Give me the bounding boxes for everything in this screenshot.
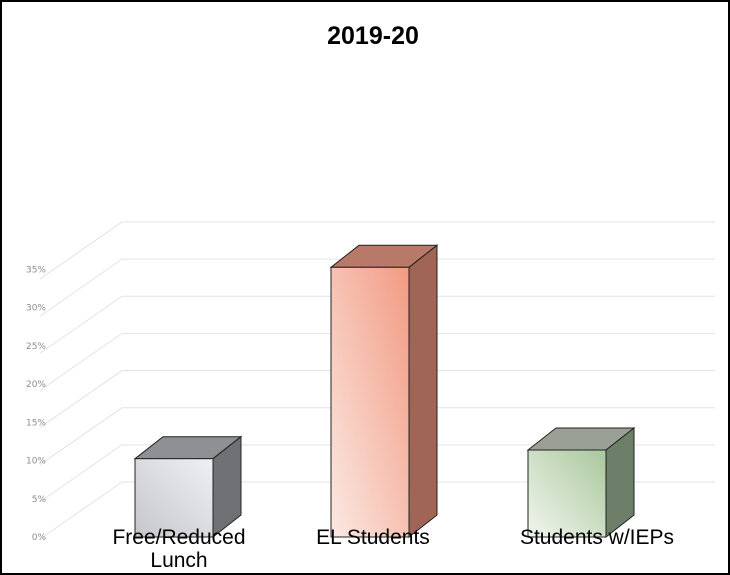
- gridline-diagonal: [39, 332, 123, 391]
- bars: [133, 244, 636, 539]
- y-tick-label: 25%: [26, 342, 46, 352]
- gridline-diagonal: [39, 407, 123, 466]
- x-label-students-w-ieps: Students w/IEPs: [520, 526, 674, 549]
- x-axis-labels: Free/Reduced Lunch EL Students Students w/I…: [112, 526, 674, 572]
- bar-front-free-reduced-lunch: [134, 458, 214, 538]
- gridline-diagonal: [39, 444, 123, 503]
- gridline-diagonal: [39, 481, 123, 540]
- bar-students-w-ieps: [526, 426, 636, 539]
- y-tick-label: 0%: [32, 533, 47, 543]
- y-tick-label: 5%: [32, 495, 47, 505]
- bar-side-el-students: [408, 244, 438, 539]
- y-axis-ticks: 0% 5% 10% 15% 20% 25% 30% 35%: [26, 265, 46, 543]
- y-tick-label: 10%: [26, 457, 46, 467]
- gridline-diagonal: [39, 258, 123, 317]
- x-label-el-students: EL Students: [316, 526, 430, 549]
- x-label-free-reduced-lunch: Free/Reduced Lunch: [112, 526, 245, 572]
- y-tick-label: 20%: [26, 380, 46, 390]
- bar-el-students: [329, 244, 439, 539]
- gridline-diagonal: [39, 370, 123, 428]
- gridline-diagonal: [39, 295, 123, 354]
- y-tick-label: 15%: [26, 418, 46, 428]
- bar-front-students-w-ieps: [527, 449, 607, 538]
- bar-free-reduced-lunch: [133, 435, 243, 539]
- y-tick-label: 30%: [26, 304, 46, 314]
- y-tick-label: 35%: [26, 265, 46, 275]
- chart-title: 2019-20: [327, 22, 419, 50]
- gridline-diagonal: [39, 221, 123, 280]
- bar-front-el-students: [330, 266, 410, 538]
